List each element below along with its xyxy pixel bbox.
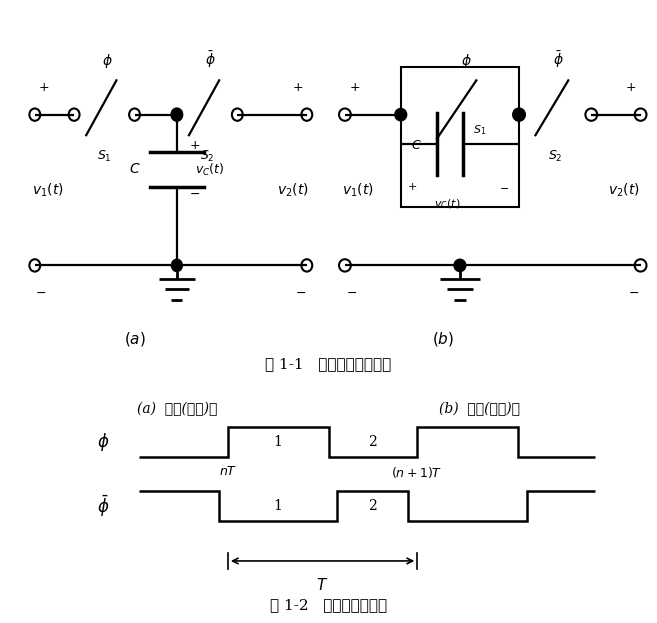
Text: $\bar{\phi}$: $\bar{\phi}$ bbox=[553, 49, 564, 70]
Text: (b)  浮地(串联)型: (b) 浮地(串联)型 bbox=[439, 402, 520, 416]
Text: $-$: $-$ bbox=[346, 286, 357, 299]
Text: $-$: $-$ bbox=[295, 286, 306, 299]
Text: $v_2(t)$: $v_2(t)$ bbox=[277, 181, 308, 199]
Text: $\phi$: $\phi$ bbox=[97, 431, 110, 454]
Bar bbox=[401, 67, 519, 207]
Text: $\phi$: $\phi$ bbox=[102, 52, 113, 70]
Text: $\phi$: $\phi$ bbox=[461, 52, 472, 70]
Text: $+$: $+$ bbox=[349, 81, 361, 94]
Text: $\bar{\phi}$: $\bar{\phi}$ bbox=[205, 49, 215, 70]
Text: $+$: $+$ bbox=[625, 81, 637, 94]
Circle shape bbox=[171, 108, 182, 121]
Circle shape bbox=[513, 108, 525, 121]
Text: 2: 2 bbox=[369, 435, 377, 449]
Circle shape bbox=[171, 259, 182, 272]
Text: 1: 1 bbox=[274, 499, 283, 513]
Text: 图 1-1   开关电容模拟电阻: 图 1-1 开关电容模拟电阻 bbox=[265, 357, 392, 371]
Text: $+$: $+$ bbox=[292, 81, 304, 94]
Text: $S_2$: $S_2$ bbox=[548, 149, 562, 164]
Text: $-$: $-$ bbox=[499, 181, 509, 192]
Text: 2: 2 bbox=[369, 499, 377, 513]
Text: $v_C(t)$: $v_C(t)$ bbox=[195, 161, 225, 178]
Text: $T$: $T$ bbox=[317, 577, 328, 593]
Text: $S_2$: $S_2$ bbox=[200, 149, 214, 164]
Circle shape bbox=[395, 108, 407, 121]
Text: $(a)$: $(a)$ bbox=[124, 330, 145, 348]
Text: $S_1$: $S_1$ bbox=[473, 123, 486, 137]
Text: $-$: $-$ bbox=[629, 286, 639, 299]
Text: $S_1$: $S_1$ bbox=[97, 149, 112, 164]
Text: $(n+1)T$: $(n+1)T$ bbox=[392, 465, 443, 480]
Text: $v_2(t)$: $v_2(t)$ bbox=[608, 181, 639, 199]
Text: $+$: $+$ bbox=[38, 81, 49, 94]
Text: $\bar{\phi}$: $\bar{\phi}$ bbox=[97, 493, 110, 519]
Text: $+$: $+$ bbox=[407, 181, 417, 192]
Text: $+$: $+$ bbox=[189, 139, 200, 152]
Text: $v_1(t)$: $v_1(t)$ bbox=[32, 181, 64, 199]
Text: $v_C(t)$: $v_C(t)$ bbox=[434, 197, 460, 211]
Text: $nT$: $nT$ bbox=[219, 465, 237, 478]
Text: $-$: $-$ bbox=[35, 286, 47, 299]
Text: (a)  接地(并联)型: (a) 接地(并联)型 bbox=[137, 402, 217, 416]
Circle shape bbox=[454, 259, 466, 272]
Text: $-$: $-$ bbox=[189, 187, 200, 200]
Text: $(b)$: $(b)$ bbox=[432, 330, 455, 348]
Text: $v_1(t)$: $v_1(t)$ bbox=[342, 181, 373, 199]
Text: 图 1-2   两相不重叠时钟: 图 1-2 两相不重叠时钟 bbox=[270, 598, 387, 612]
Text: $C$: $C$ bbox=[411, 139, 421, 152]
Text: 1: 1 bbox=[274, 435, 283, 449]
Text: $C$: $C$ bbox=[129, 163, 141, 176]
